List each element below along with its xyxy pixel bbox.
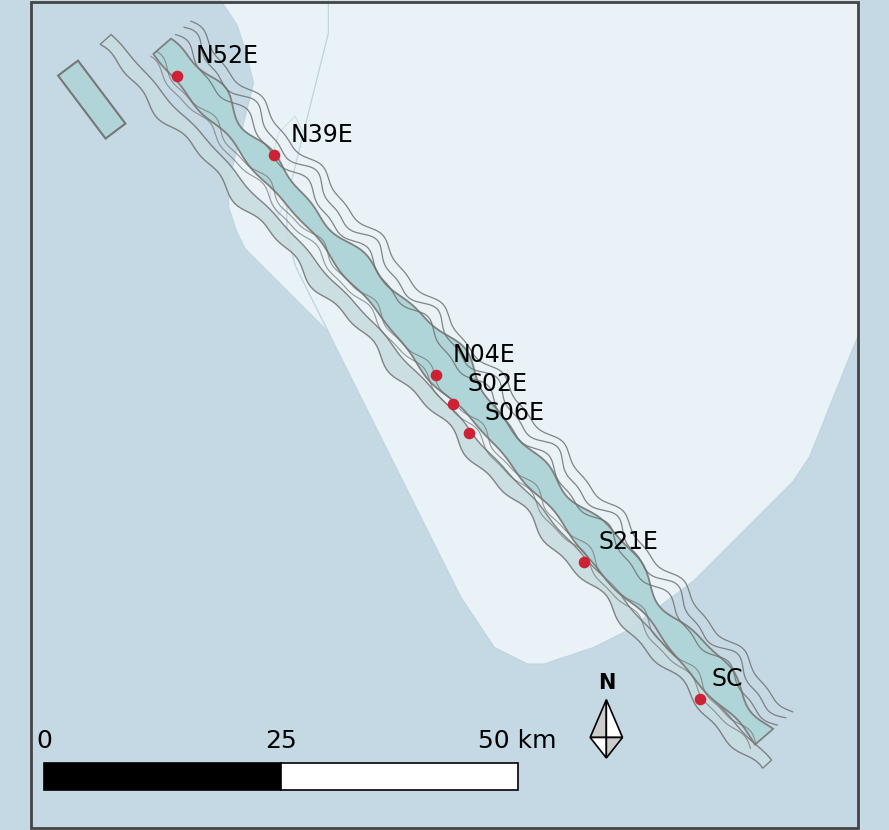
Point [268,149,282,162]
Text: SC: SC [712,666,743,691]
Text: N04E: N04E [453,343,516,367]
Point [577,555,591,569]
Point [170,70,184,83]
Text: S06E: S06E [485,401,544,425]
Polygon shape [287,0,860,664]
Polygon shape [100,35,772,769]
Polygon shape [58,61,125,139]
Polygon shape [590,737,606,758]
Point [429,369,444,382]
Polygon shape [220,0,328,332]
Text: N52E: N52E [196,44,259,68]
Bar [281,763,517,790]
Polygon shape [154,39,773,745]
Text: S02E: S02E [468,372,528,396]
Point [445,398,460,411]
Text: N: N [597,673,615,693]
Text: N39E: N39E [291,123,354,147]
Text: 0: 0 [36,729,52,753]
Bar [44,763,281,790]
Text: 25: 25 [265,729,297,753]
Polygon shape [270,116,303,216]
Point [462,427,477,440]
Text: 50 km: 50 km [478,729,557,753]
Point [693,692,708,705]
Polygon shape [606,737,622,758]
Polygon shape [590,700,606,737]
Text: S21E: S21E [598,530,658,554]
Polygon shape [606,700,622,737]
